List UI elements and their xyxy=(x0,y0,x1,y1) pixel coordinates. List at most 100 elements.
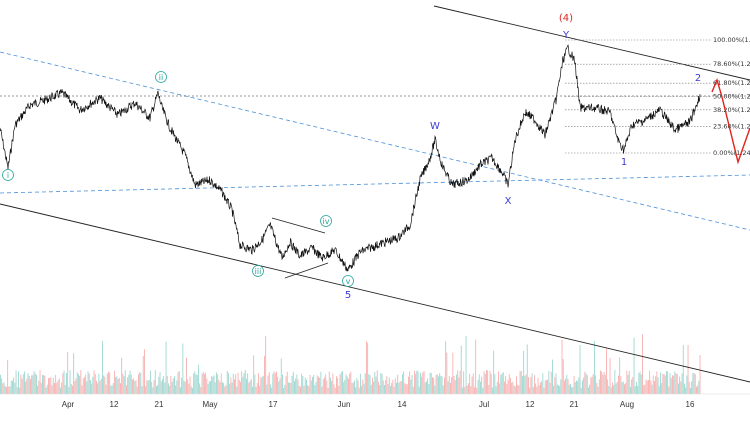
volume-bar xyxy=(420,372,421,394)
volume-bar xyxy=(655,376,657,394)
volume-bar xyxy=(264,355,265,394)
volume-bar xyxy=(434,385,436,394)
wave-label-4: (4) xyxy=(559,13,573,24)
volume-bar xyxy=(660,372,661,394)
volume-bar xyxy=(117,379,119,394)
volume-bar xyxy=(470,386,472,394)
volume-bar xyxy=(112,383,114,394)
volume-bar xyxy=(102,340,103,394)
volume-bar xyxy=(244,370,246,394)
volume-bar xyxy=(522,376,523,394)
volume-bar xyxy=(686,375,688,394)
volume-bar xyxy=(397,374,399,394)
volume-bar xyxy=(123,376,125,394)
volume-bar xyxy=(566,374,568,394)
volume-bar xyxy=(284,385,286,394)
volume-bar xyxy=(51,385,53,394)
volume-bar xyxy=(520,370,522,394)
volume-bar xyxy=(111,385,113,394)
volume-bar xyxy=(88,373,90,394)
volume-bar xyxy=(463,371,465,394)
volume-bar xyxy=(693,373,695,394)
volume-bar xyxy=(355,387,357,394)
volume-bar xyxy=(346,376,348,394)
volume-bar xyxy=(658,386,660,394)
volume-bar xyxy=(231,382,233,394)
volume-bar xyxy=(309,375,311,394)
volume-bar xyxy=(98,373,100,394)
volume-bar xyxy=(687,345,689,394)
volume-bar xyxy=(156,386,157,394)
volume-bar xyxy=(632,377,634,394)
volume-bar xyxy=(213,375,215,394)
volume-bar xyxy=(552,359,553,394)
volume-bar xyxy=(579,344,581,394)
volume-bar xyxy=(512,381,514,394)
volume-bar xyxy=(682,345,684,394)
volume-bar xyxy=(390,385,391,394)
volume-bar xyxy=(1,378,3,394)
volume-bar xyxy=(225,385,227,394)
volume-bar xyxy=(558,385,559,394)
volume-bar xyxy=(129,370,131,394)
volume-bar xyxy=(361,385,363,394)
volume-bar xyxy=(27,373,29,394)
volume-bar xyxy=(469,373,471,394)
volume-bar xyxy=(200,387,202,394)
volume-bar xyxy=(676,373,678,394)
volume-bar xyxy=(62,373,64,394)
volume-bar xyxy=(319,377,321,394)
volume-bar xyxy=(183,380,185,394)
volume-bar xyxy=(205,372,207,394)
volume-bar xyxy=(204,374,205,394)
volume-bar xyxy=(7,359,9,394)
volume-bar xyxy=(496,381,498,394)
volume-bar xyxy=(312,377,313,394)
volume-bar xyxy=(342,371,343,394)
volume-bar xyxy=(549,382,551,394)
volume-bar xyxy=(524,375,526,394)
volume-bar xyxy=(586,375,588,394)
volume-bar xyxy=(630,386,631,394)
volume-bar xyxy=(582,380,583,394)
volume-bar xyxy=(138,374,139,394)
volume-bar xyxy=(13,377,15,394)
volume-bar xyxy=(595,375,597,394)
volume-bar xyxy=(608,386,610,394)
volume-bar xyxy=(118,377,120,394)
volume-bar xyxy=(387,383,389,394)
volume-bar xyxy=(70,384,72,394)
volume-bar xyxy=(120,383,121,394)
volume-bar xyxy=(217,374,219,394)
volume-bar xyxy=(374,371,376,394)
volume-bar xyxy=(226,371,228,394)
volume-bar xyxy=(691,381,693,394)
volume-bar xyxy=(24,371,25,394)
volume-bar xyxy=(196,375,198,394)
fib-level-label: 50.00%(1.261 xyxy=(713,93,750,101)
volume-bar xyxy=(40,382,42,394)
volume-bar xyxy=(504,381,505,394)
volume-bar xyxy=(621,382,623,394)
volume-bar xyxy=(187,379,189,394)
volume-bar xyxy=(523,350,525,394)
volume-bar xyxy=(12,380,13,394)
volume-bar xyxy=(169,385,171,394)
volume-bar xyxy=(452,352,454,394)
volume-bar xyxy=(240,381,241,394)
volume-bar xyxy=(591,376,593,394)
volume-bar xyxy=(516,376,517,394)
volume-bar xyxy=(33,371,35,394)
volume-bar xyxy=(247,373,249,394)
volume-bar xyxy=(597,386,599,394)
volume-bar xyxy=(648,380,649,394)
svg-text:i: i xyxy=(7,171,9,180)
volume-bar xyxy=(445,341,447,394)
volume-bar xyxy=(306,379,307,394)
volume-bar xyxy=(498,371,499,394)
volume-bar xyxy=(127,377,129,394)
volume-bar xyxy=(602,374,604,394)
svg-text:iv: iv xyxy=(323,217,330,226)
volume-bar xyxy=(146,380,148,394)
volume-bar xyxy=(508,374,510,394)
